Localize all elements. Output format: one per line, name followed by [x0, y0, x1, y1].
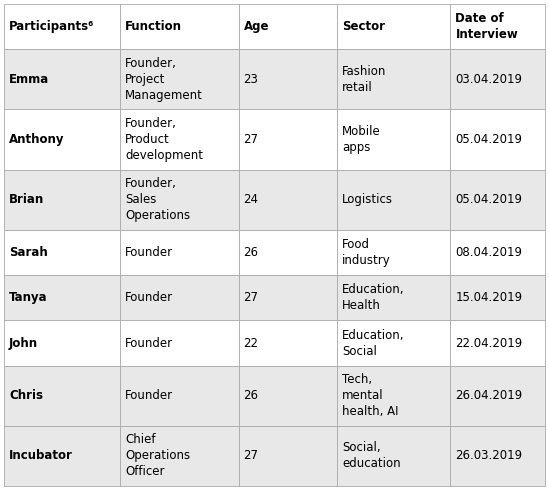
Text: 22: 22 — [244, 337, 259, 349]
Bar — [238, 320, 337, 366]
Bar — [4, 49, 120, 109]
Bar — [120, 4, 238, 49]
Text: 05.04.2019: 05.04.2019 — [456, 193, 523, 206]
Bar — [4, 320, 120, 366]
Bar — [450, 170, 545, 230]
Bar — [120, 426, 238, 486]
Bar — [337, 4, 450, 49]
Text: 23: 23 — [244, 73, 259, 86]
Bar — [337, 320, 450, 366]
Bar — [4, 366, 120, 426]
Bar — [450, 320, 545, 366]
Text: 15.04.2019: 15.04.2019 — [456, 291, 523, 304]
Bar — [337, 426, 450, 486]
Bar — [120, 275, 238, 320]
Bar — [238, 426, 337, 486]
Text: Fashion
retail: Fashion retail — [342, 65, 386, 94]
Bar — [238, 170, 337, 230]
Bar — [450, 230, 545, 275]
Bar — [337, 170, 450, 230]
Bar — [450, 109, 545, 170]
Bar — [450, 366, 545, 426]
Text: 27: 27 — [244, 133, 259, 146]
Text: Social,
education: Social, education — [342, 441, 401, 470]
Text: Founder: Founder — [125, 337, 173, 349]
Bar — [238, 230, 337, 275]
Text: Founder,
Project
Management: Founder, Project Management — [125, 57, 203, 102]
Text: Founder,
Product
development: Founder, Product development — [125, 117, 203, 162]
Text: Tech,
mental
health, AI: Tech, mental health, AI — [342, 373, 399, 418]
Text: 26.03.2019: 26.03.2019 — [456, 449, 523, 463]
Bar — [450, 426, 545, 486]
Bar — [120, 320, 238, 366]
Bar — [4, 426, 120, 486]
Bar — [4, 109, 120, 170]
Bar — [238, 49, 337, 109]
Bar — [120, 366, 238, 426]
Bar — [450, 4, 545, 49]
Text: Incubator: Incubator — [9, 449, 73, 463]
Text: Brian: Brian — [9, 193, 44, 206]
Text: 08.04.2019: 08.04.2019 — [456, 246, 523, 259]
Text: Participants⁶: Participants⁶ — [9, 20, 94, 33]
Bar — [337, 230, 450, 275]
Text: 26.04.2019: 26.04.2019 — [456, 389, 523, 402]
Bar — [337, 275, 450, 320]
Text: Anthony: Anthony — [9, 133, 64, 146]
Bar — [4, 275, 120, 320]
Text: Logistics: Logistics — [342, 193, 393, 206]
Text: Founder: Founder — [125, 246, 173, 259]
Bar — [450, 275, 545, 320]
Text: Tanya: Tanya — [9, 291, 48, 304]
Text: Emma: Emma — [9, 73, 49, 86]
Bar — [238, 366, 337, 426]
Text: 05.04.2019: 05.04.2019 — [456, 133, 523, 146]
Bar — [4, 230, 120, 275]
Text: 22.04.2019: 22.04.2019 — [456, 337, 523, 349]
Bar — [238, 4, 337, 49]
Text: 24: 24 — [244, 193, 259, 206]
Bar — [450, 49, 545, 109]
Text: Chief
Operations
Officer: Chief Operations Officer — [125, 434, 191, 478]
Text: Chris: Chris — [9, 389, 43, 402]
Text: 27: 27 — [244, 449, 259, 463]
Text: 26: 26 — [244, 389, 259, 402]
Bar — [120, 49, 238, 109]
Bar — [120, 170, 238, 230]
Text: Sector: Sector — [342, 20, 385, 33]
Text: Age: Age — [244, 20, 269, 33]
Text: Date of
Interview: Date of Interview — [456, 12, 518, 41]
Bar — [120, 109, 238, 170]
Text: John: John — [9, 337, 38, 349]
Text: 03.04.2019: 03.04.2019 — [456, 73, 523, 86]
Text: 26: 26 — [244, 246, 259, 259]
Text: Education,
Social: Education, Social — [342, 328, 405, 358]
Bar — [238, 109, 337, 170]
Bar — [337, 109, 450, 170]
Bar — [337, 366, 450, 426]
Text: Founder,
Sales
Operations: Founder, Sales Operations — [125, 177, 191, 222]
Text: Founder: Founder — [125, 389, 173, 402]
Bar — [120, 230, 238, 275]
Bar — [4, 4, 120, 49]
Text: Function: Function — [125, 20, 182, 33]
Bar — [238, 275, 337, 320]
Bar — [4, 170, 120, 230]
Text: Education,
Health: Education, Health — [342, 283, 405, 312]
Text: Sarah: Sarah — [9, 246, 48, 259]
Text: Food
industry: Food industry — [342, 238, 391, 267]
Text: 27: 27 — [244, 291, 259, 304]
Text: Founder: Founder — [125, 291, 173, 304]
Text: Mobile
apps: Mobile apps — [342, 125, 381, 154]
Bar — [337, 49, 450, 109]
